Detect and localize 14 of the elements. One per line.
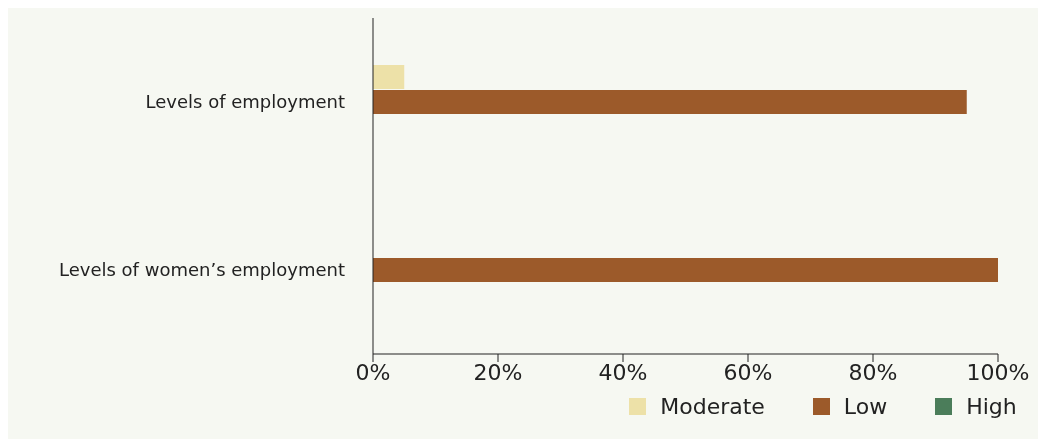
x-tick-label: 20% (473, 359, 523, 385)
bar (373, 258, 998, 282)
legend-label: Low (843, 394, 888, 419)
x-tick-label: 0% (355, 359, 391, 385)
bar (373, 65, 405, 89)
x-tick-label: 40% (598, 359, 648, 385)
legend-label: High (966, 394, 1017, 419)
legend-label: Moderate (660, 394, 765, 419)
x-tick-label: 60% (723, 359, 773, 385)
y-tick-label: Levels of women’s employment (58, 259, 345, 281)
x-tick-label: 100% (966, 359, 1030, 385)
y-tick-label: Levels of employment (145, 91, 345, 113)
x-tick-label: 80% (848, 359, 898, 385)
bar (373, 90, 967, 114)
